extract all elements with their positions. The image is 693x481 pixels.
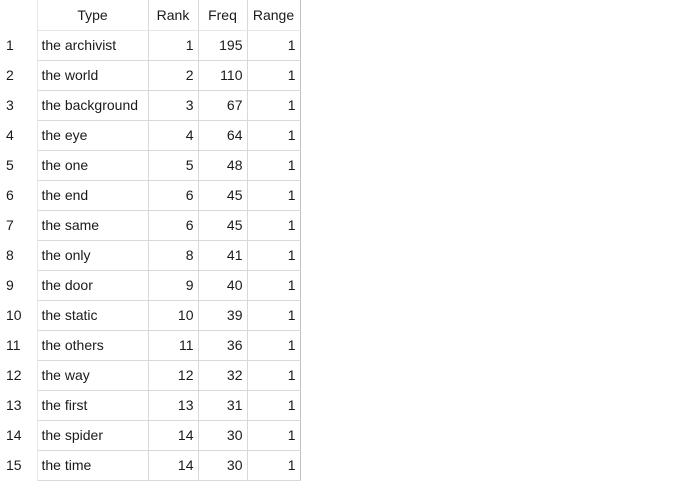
type-cell[interactable]: the others <box>37 330 149 361</box>
row-index-cell[interactable]: 1 <box>0 30 38 60</box>
table-row[interactable]: 15 the time 14 30 1 <box>0 450 301 481</box>
rank-cell[interactable]: 2 <box>148 60 199 91</box>
type-cell[interactable]: the door <box>37 270 149 301</box>
row-index-cell[interactable]: 11 <box>0 330 38 360</box>
rank-cell[interactable]: 13 <box>148 390 199 421</box>
table-row[interactable]: 7 the same 6 45 1 <box>0 210 301 241</box>
type-cell[interactable]: the only <box>37 240 149 271</box>
row-index-cell[interactable]: 12 <box>0 360 38 390</box>
freq-cell[interactable]: 64 <box>198 120 248 151</box>
rank-cell[interactable]: 14 <box>148 450 199 481</box>
range-cell[interactable]: 1 <box>247 30 301 61</box>
table-row[interactable]: 13 the first 13 31 1 <box>0 390 301 421</box>
rank-cell[interactable]: 10 <box>148 300 199 331</box>
table-row[interactable]: 11 the others 11 36 1 <box>0 330 301 361</box>
table-row[interactable]: 5 the one 5 48 1 <box>0 150 301 181</box>
range-cell[interactable]: 1 <box>247 90 301 121</box>
rank-cell[interactable]: 14 <box>148 420 199 451</box>
freq-cell[interactable]: 41 <box>198 240 248 271</box>
row-index-cell[interactable]: 5 <box>0 150 38 180</box>
type-cell[interactable]: the end <box>37 180 149 211</box>
range-cell[interactable]: 1 <box>247 60 301 91</box>
frequency-table: Type Rank Freq Range 1 the archivist 1 195 1… <box>0 0 301 481</box>
range-cell[interactable]: 1 <box>247 360 301 391</box>
row-index-cell[interactable]: 13 <box>0 390 38 420</box>
freq-cell[interactable]: 31 <box>198 390 248 421</box>
type-cell[interactable]: the one <box>37 150 149 181</box>
freq-cell[interactable]: 45 <box>198 180 248 211</box>
range-cell[interactable]: 1 <box>247 120 301 151</box>
table-row[interactable]: 12 the way 12 32 1 <box>0 360 301 391</box>
row-index-cell[interactable]: 6 <box>0 180 38 210</box>
type-cell[interactable]: the archivist <box>37 30 149 61</box>
type-cell[interactable]: the eye <box>37 120 149 151</box>
rank-cell[interactable]: 9 <box>148 270 199 301</box>
table-body: 1 the archivist 1 195 1 2 the world 2 110 1 3 the b… <box>0 30 301 481</box>
freq-cell[interactable]: 30 <box>198 450 248 481</box>
rank-cell[interactable]: 1 <box>148 30 199 61</box>
row-index-cell[interactable]: 3 <box>0 90 38 120</box>
header-row: Type Rank Freq Range <box>0 0 301 31</box>
type-cell[interactable]: the time <box>37 450 149 481</box>
column-header-range[interactable]: Range <box>247 0 301 31</box>
row-index-cell[interactable]: 2 <box>0 60 38 90</box>
table-row[interactable]: 9 the door 9 40 1 <box>0 270 301 301</box>
row-index-cell[interactable]: 14 <box>0 420 38 450</box>
type-cell[interactable]: the way <box>37 360 149 391</box>
freq-cell[interactable]: 195 <box>198 30 248 61</box>
table-row[interactable]: 2 the world 2 110 1 <box>0 60 301 91</box>
rank-cell[interactable]: 6 <box>148 210 199 241</box>
freq-cell[interactable]: 110 <box>198 60 248 91</box>
table-row[interactable]: 6 the end 6 45 1 <box>0 180 301 211</box>
freq-cell[interactable]: 36 <box>198 330 248 361</box>
table-row[interactable]: 14 the spider 14 30 1 <box>0 420 301 451</box>
table-row[interactable]: 1 the archivist 1 195 1 <box>0 30 301 61</box>
rank-cell[interactable]: 8 <box>148 240 199 271</box>
table-row[interactable]: 4 the eye 4 64 1 <box>0 120 301 151</box>
rank-cell[interactable]: 12 <box>148 360 199 391</box>
table-row[interactable]: 10 the static 10 39 1 <box>0 300 301 331</box>
range-cell[interactable]: 1 <box>247 450 301 481</box>
row-index-cell[interactable]: 7 <box>0 210 38 240</box>
range-cell[interactable]: 1 <box>247 180 301 211</box>
range-cell[interactable]: 1 <box>247 330 301 361</box>
range-cell[interactable]: 1 <box>247 420 301 451</box>
freq-cell[interactable]: 45 <box>198 210 248 241</box>
freq-cell[interactable]: 48 <box>198 150 248 181</box>
range-cell[interactable]: 1 <box>247 210 301 241</box>
table-row[interactable]: 3 the background 3 67 1 <box>0 90 301 121</box>
freq-cell[interactable]: 30 <box>198 420 248 451</box>
freq-cell[interactable]: 39 <box>198 300 248 331</box>
type-cell[interactable]: the static <box>37 300 149 331</box>
rank-cell[interactable]: 11 <box>148 330 199 361</box>
column-header-rank[interactable]: Rank <box>148 0 199 31</box>
freq-cell[interactable]: 40 <box>198 270 248 301</box>
row-index-header <box>0 0 38 30</box>
table-row[interactable]: 8 the only 8 41 1 <box>0 240 301 271</box>
freq-cell[interactable]: 32 <box>198 360 248 391</box>
row-index-cell[interactable]: 9 <box>0 270 38 300</box>
column-header-freq[interactable]: Freq <box>198 0 248 31</box>
rank-cell[interactable]: 4 <box>148 120 199 151</box>
row-index-cell[interactable]: 4 <box>0 120 38 150</box>
range-cell[interactable]: 1 <box>247 270 301 301</box>
rank-cell[interactable]: 3 <box>148 90 199 121</box>
range-cell[interactable]: 1 <box>247 240 301 271</box>
type-cell[interactable]: the world <box>37 60 149 91</box>
rank-cell[interactable]: 6 <box>148 180 199 211</box>
rank-cell[interactable]: 5 <box>148 150 199 181</box>
row-index-cell[interactable]: 15 <box>0 450 38 480</box>
range-cell[interactable]: 1 <box>247 300 301 331</box>
range-cell[interactable]: 1 <box>247 390 301 421</box>
row-index-cell[interactable]: 8 <box>0 240 38 270</box>
type-cell[interactable]: the background <box>37 90 149 121</box>
type-cell[interactable]: the spider <box>37 420 149 451</box>
type-cell[interactable]: the first <box>37 390 149 421</box>
column-header-type[interactable]: Type <box>37 0 149 31</box>
type-cell[interactable]: the same <box>37 210 149 241</box>
range-cell[interactable]: 1 <box>247 150 301 181</box>
row-index-cell[interactable]: 10 <box>0 300 38 330</box>
freq-cell[interactable]: 67 <box>198 90 248 121</box>
